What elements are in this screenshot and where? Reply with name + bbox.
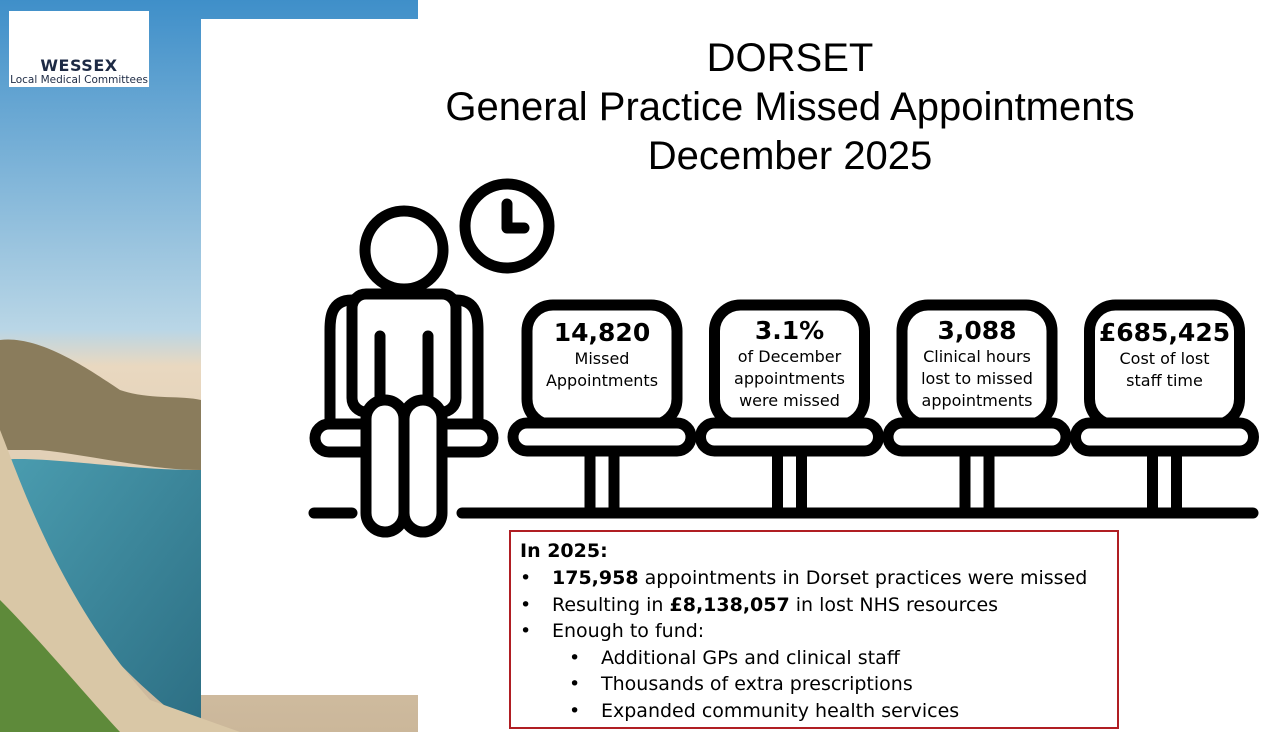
- item-text: Resulting in £8,138,057 in lost NHS reso…: [552, 594, 998, 616]
- item-text: Enough to fund:: [552, 620, 704, 642]
- sea: [0, 458, 201, 732]
- text-run: Enough to fund:: [552, 620, 705, 642]
- summary-subitem: • Thousands of extra prescriptions: [569, 673, 913, 695]
- clock-hands: [501, 198, 530, 234]
- subitem-text: Additional GPs and clinical staff: [601, 646, 900, 669]
- bullet: •: [569, 646, 581, 669]
- stat: 3.1% of December appointments were missed: [715, 316, 865, 412]
- text-run: 175,958: [552, 567, 639, 589]
- grass: [0, 600, 120, 732]
- bullet: •: [569, 673, 581, 695]
- text-run: in lost NHS resources: [789, 593, 999, 616]
- summary-item: • Enough to fund:: [520, 620, 704, 642]
- stat-label: of December: [737, 347, 842, 366]
- stat-label: lost to missed: [921, 369, 1033, 388]
- stat: 3,088 Clinical hours lost to missed appoint…: [902, 316, 1052, 412]
- stat-value: 14,820: [553, 318, 651, 347]
- logo-subtitle: Local Medical Committees: [10, 74, 148, 86]
- chair-legs: [584, 446, 620, 516]
- cliff: [0, 339, 201, 470]
- title-line: December 2025: [647, 134, 933, 178]
- logo-name: WESSEX: [40, 56, 118, 75]
- chair-seat: [1070, 417, 1259, 457]
- bullet: •: [520, 567, 532, 589]
- stat-label: appointments: [921, 391, 1033, 410]
- item-text: 175,958 appointments in Dorset practices…: [552, 567, 1087, 589]
- bullet: •: [520, 620, 532, 642]
- chair-legs: [959, 446, 995, 516]
- chair-seat: [695, 417, 884, 457]
- stat: 14,820 Missed Appointments: [527, 318, 677, 392]
- bullet: •: [520, 593, 532, 616]
- summary-subitem: • Additional GPs and clinical staff: [569, 647, 900, 669]
- chair-arms: [324, 294, 484, 426]
- stat-label: staff time: [1126, 371, 1203, 390]
- person-leg: [398, 394, 448, 538]
- summary-item: • Resulting in £8,138,057 in lost NHS res…: [520, 594, 998, 616]
- stat-label: Clinical hours: [923, 347, 1031, 366]
- chair-seat: [507, 417, 697, 457]
- stat-label: appointments: [734, 369, 845, 388]
- chairs: [507, 299, 1259, 516]
- text-run: £8,138,057: [669, 593, 790, 616]
- summary-heading: In 2025:: [520, 540, 608, 562]
- title-line: DORSET: [706, 36, 874, 80]
- person-leg: [360, 394, 410, 538]
- stat-label: were missed: [739, 391, 840, 410]
- subitem-text: Thousands of extra prescriptions: [601, 673, 913, 695]
- text-run: appointments in Dorset practices were mi…: [638, 567, 1088, 589]
- chair-legs: [1147, 446, 1182, 516]
- stat: £685,425 Cost of lost staff time: [1090, 318, 1240, 392]
- logo: WESSEX Local Medical Committees: [9, 11, 149, 87]
- stat-value: 3,088: [937, 316, 1017, 345]
- person-arms: [374, 330, 434, 406]
- clock: [459, 178, 555, 274]
- stat-value: £685,425: [1098, 318, 1231, 347]
- text-run: Resulting in: [552, 593, 670, 616]
- subitem-text: Expanded community health services: [601, 699, 960, 722]
- summary-subitem: • Expanded community health services: [569, 700, 959, 722]
- chair-seat: [882, 417, 1072, 457]
- stat-value: 3.1%: [754, 316, 825, 345]
- stat-label: Cost of lost: [1119, 349, 1210, 368]
- bullet: •: [569, 699, 581, 722]
- stat-label: Appointments: [545, 371, 659, 390]
- summary-box: In 2025: • 175,958 appointments in Dorset…: [509, 530, 1119, 729]
- title: DORSET General Practice Missed Appointmen…: [390, 34, 1190, 181]
- summary-item: • 175,958 appointments in Dorset practice…: [520, 567, 1087, 589]
- stat-label: Missed: [574, 349, 630, 368]
- beach: [0, 430, 240, 732]
- chair-legs: [772, 446, 807, 516]
- title-line: General Practice Missed Appointments: [445, 85, 1135, 129]
